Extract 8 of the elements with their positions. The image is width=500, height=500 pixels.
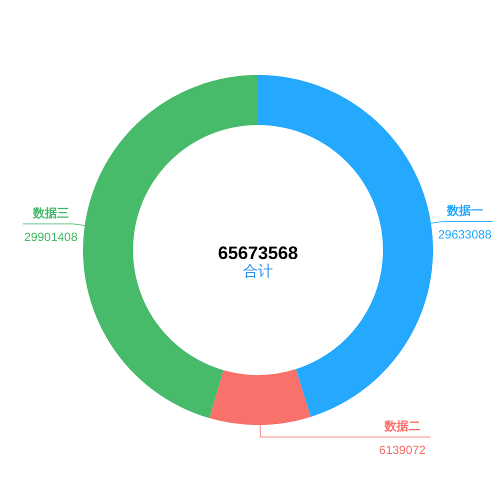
slice-label: 数据三 — [32, 206, 69, 220]
data-label: 29901408 — [24, 230, 78, 244]
data-label: 6139072 — [379, 442, 426, 457]
text: 合计 — [243, 263, 273, 280]
slice-label: 数据二 — [383, 418, 420, 433]
text: 65673568 — [218, 243, 298, 263]
slice-label: 数据一 — [446, 203, 483, 218]
data-label: 29633088 — [438, 227, 492, 242]
